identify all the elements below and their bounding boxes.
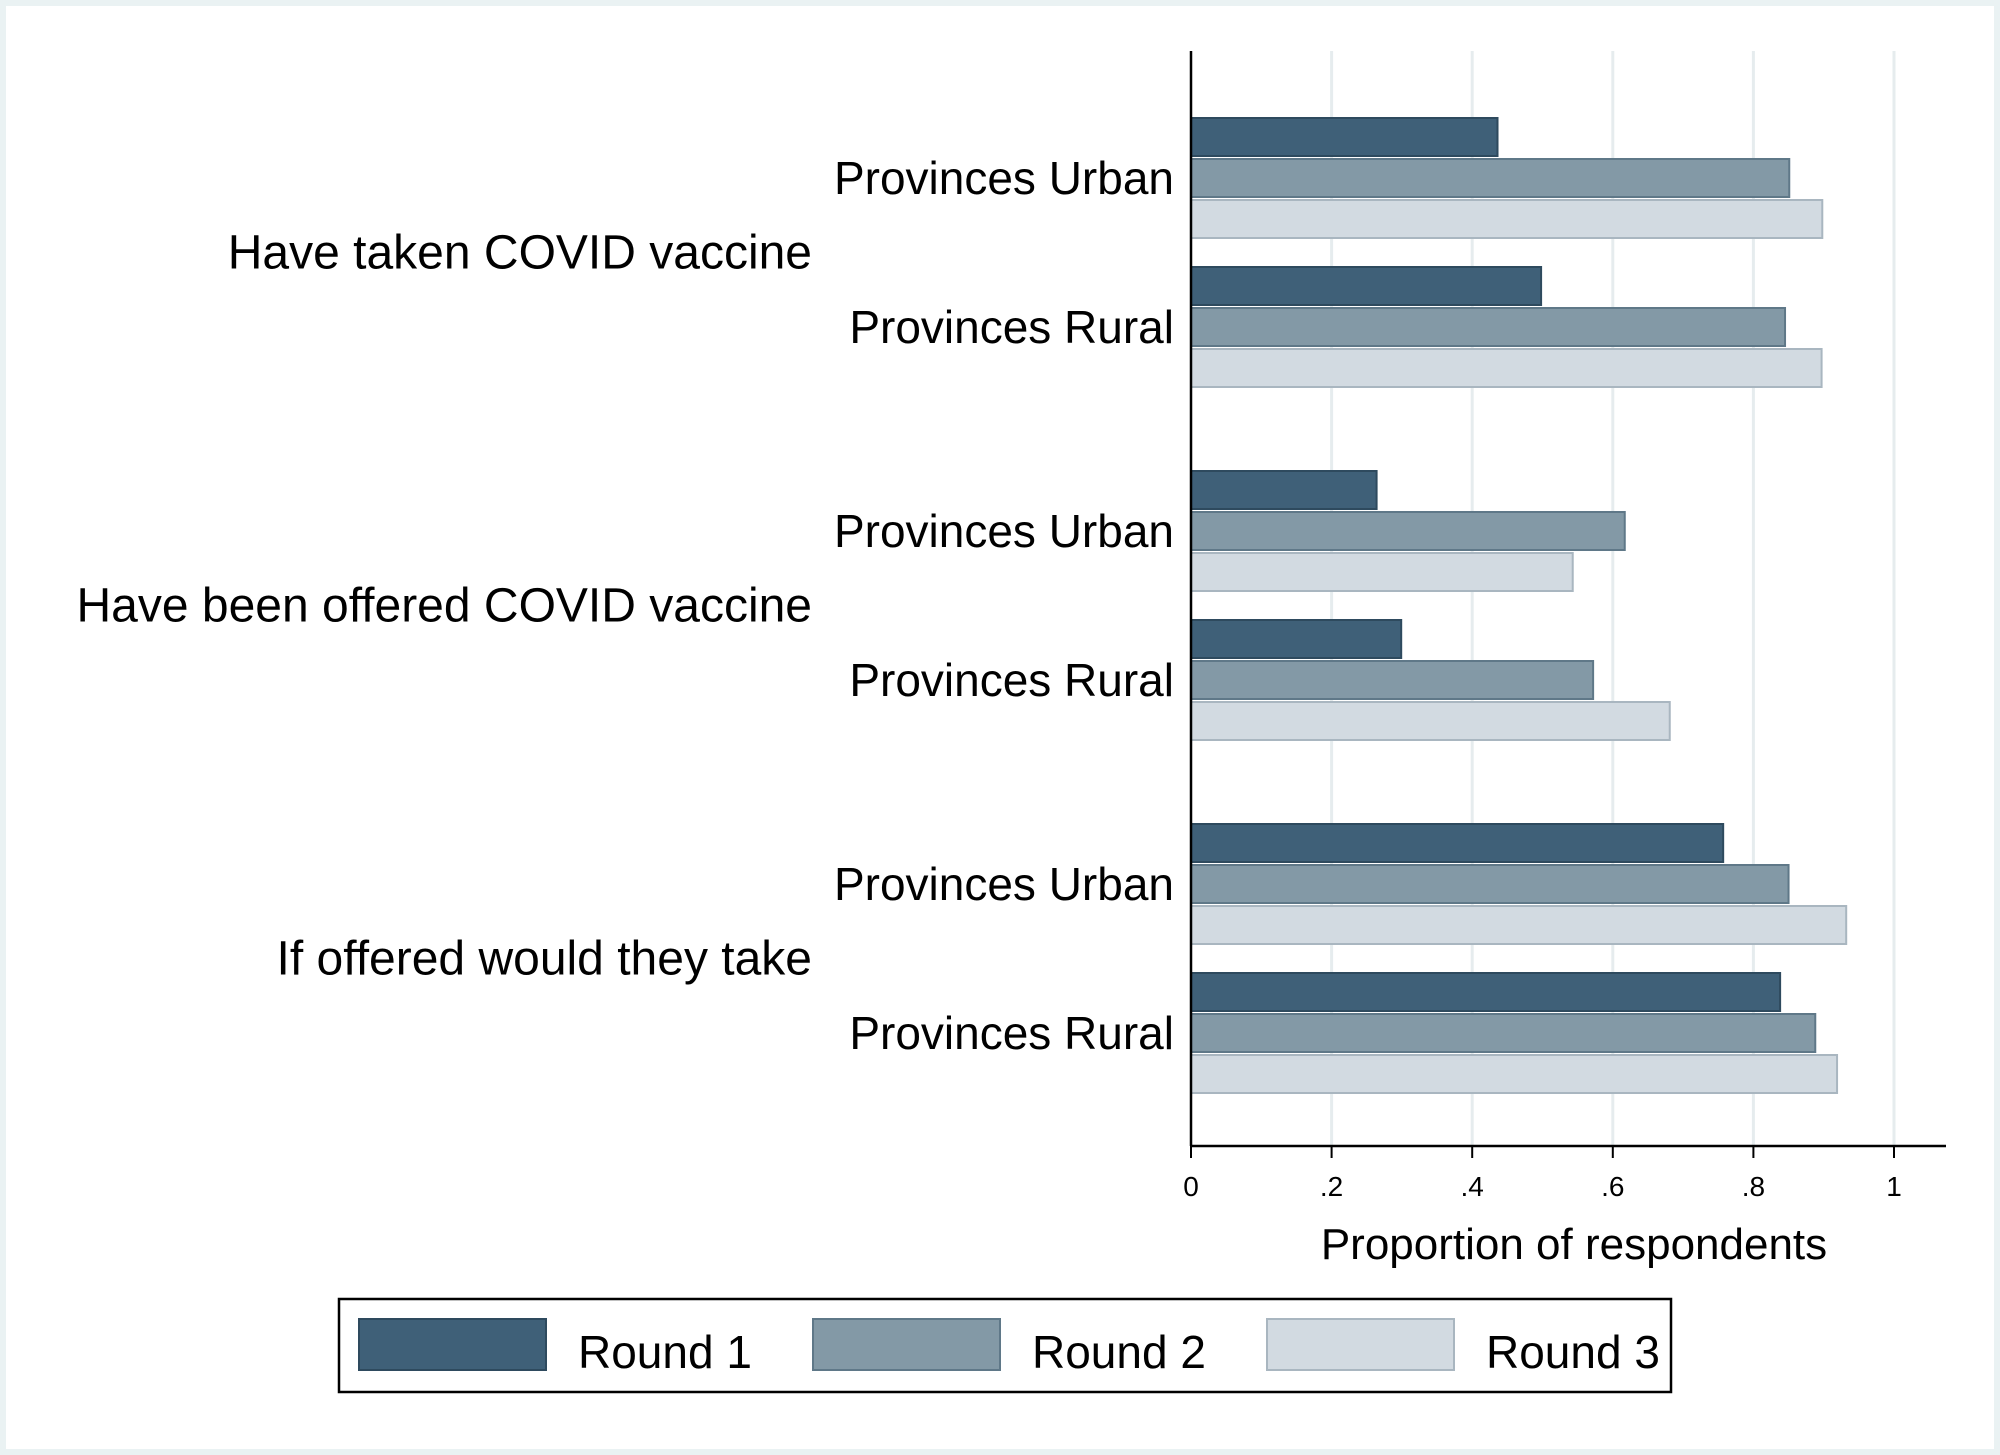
subgroup-label: Provinces Rural (849, 1007, 1174, 1059)
legend-label-round-3: Round 3 (1486, 1326, 1660, 1378)
bar-chart: 0 .2 .4 .6 .8 1 Provinces Urban Provinces Rura… (76, 51, 1946, 1394)
bar-if-offered-would-they-take-provinces-rural-round-1 (1190, 972, 1782, 1012)
chart-frame: 0 .2 .4 .6 .8 1 Provinces Urban Provinces Rura… (6, 6, 1994, 1449)
bar-have-been-offered-covid-vaccine-provinces-urban-round-2 (1190, 511, 1626, 551)
legend-label-round-2: Round 2 (1032, 1326, 1206, 1378)
subgroup-label: Provinces Urban (834, 858, 1174, 910)
bar-if-offered-would-they-take-provinces-rural-round-3 (1190, 1054, 1839, 1094)
subgroup-label: Provinces Urban (834, 505, 1174, 557)
x-tick-label: .2 (1320, 1171, 1343, 1202)
bar-have-been-offered-covid-vaccine-provinces-urban-round-3 (1190, 552, 1574, 592)
bar-if-offered-would-they-take-provinces-urban-round-2 (1190, 864, 1790, 904)
bar-have-taken-covid-vaccine-provinces-rural-round-1 (1190, 266, 1543, 306)
bar-if-offered-would-they-take-provinces-rural-round-2 (1190, 1013, 1817, 1053)
x-tick-label: .6 (1601, 1171, 1624, 1202)
group-label: Have been offered COVID vaccine (76, 580, 812, 633)
legend-swatch-round-2 (812, 1318, 1001, 1371)
legend-label-round-1: Round 1 (578, 1326, 752, 1378)
bar-have-taken-covid-vaccine-provinces-rural-round-3 (1190, 348, 1823, 388)
x-tick-label: 0 (1183, 1171, 1199, 1202)
bar-have-been-offered-covid-vaccine-provinces-rural-round-2 (1190, 660, 1595, 700)
legend: Round 1 Round 2 Round 3 (337, 1297, 1673, 1394)
bar-have-been-offered-covid-vaccine-provinces-rural-round-3 (1190, 701, 1671, 741)
bar-if-offered-would-they-take-provinces-urban-round-3 (1190, 905, 1848, 945)
bar-have-taken-covid-vaccine-provinces-rural-round-2 (1190, 307, 1787, 347)
bar-if-offered-would-they-take-provinces-urban-round-1 (1190, 823, 1725, 863)
group-label: If offered would they take (277, 933, 812, 986)
legend-swatch-round-1 (358, 1318, 547, 1371)
subgroup-label: Provinces Urban (834, 152, 1174, 204)
axes: 0 .2 .4 .6 .8 1 (1183, 51, 1946, 1202)
bar-have-been-offered-covid-vaccine-provinces-urban-round-1 (1190, 470, 1378, 510)
x-tick-label: .8 (1742, 1171, 1765, 1202)
bar-have-taken-covid-vaccine-provinces-urban-round-1 (1190, 117, 1499, 157)
category-labels: Provinces Urban Provinces Rural Have taken… (76, 152, 1174, 1059)
x-axis-label: Proportion of respondents (1321, 1220, 1827, 1269)
subgroup-label: Provinces Rural (849, 301, 1174, 353)
x-tick-label: .4 (1461, 1171, 1484, 1202)
legend-swatch-round-3 (1266, 1318, 1455, 1371)
bar-have-taken-covid-vaccine-provinces-urban-round-2 (1190, 158, 1791, 198)
bar-have-been-offered-covid-vaccine-provinces-rural-round-1 (1190, 619, 1403, 659)
group-label: Have taken COVID vaccine (228, 227, 812, 280)
x-tick-label: 1 (1886, 1171, 1902, 1202)
bars (1190, 117, 1848, 1094)
subgroup-label: Provinces Rural (849, 654, 1174, 706)
bar-have-taken-covid-vaccine-provinces-urban-round-3 (1190, 199, 1824, 239)
